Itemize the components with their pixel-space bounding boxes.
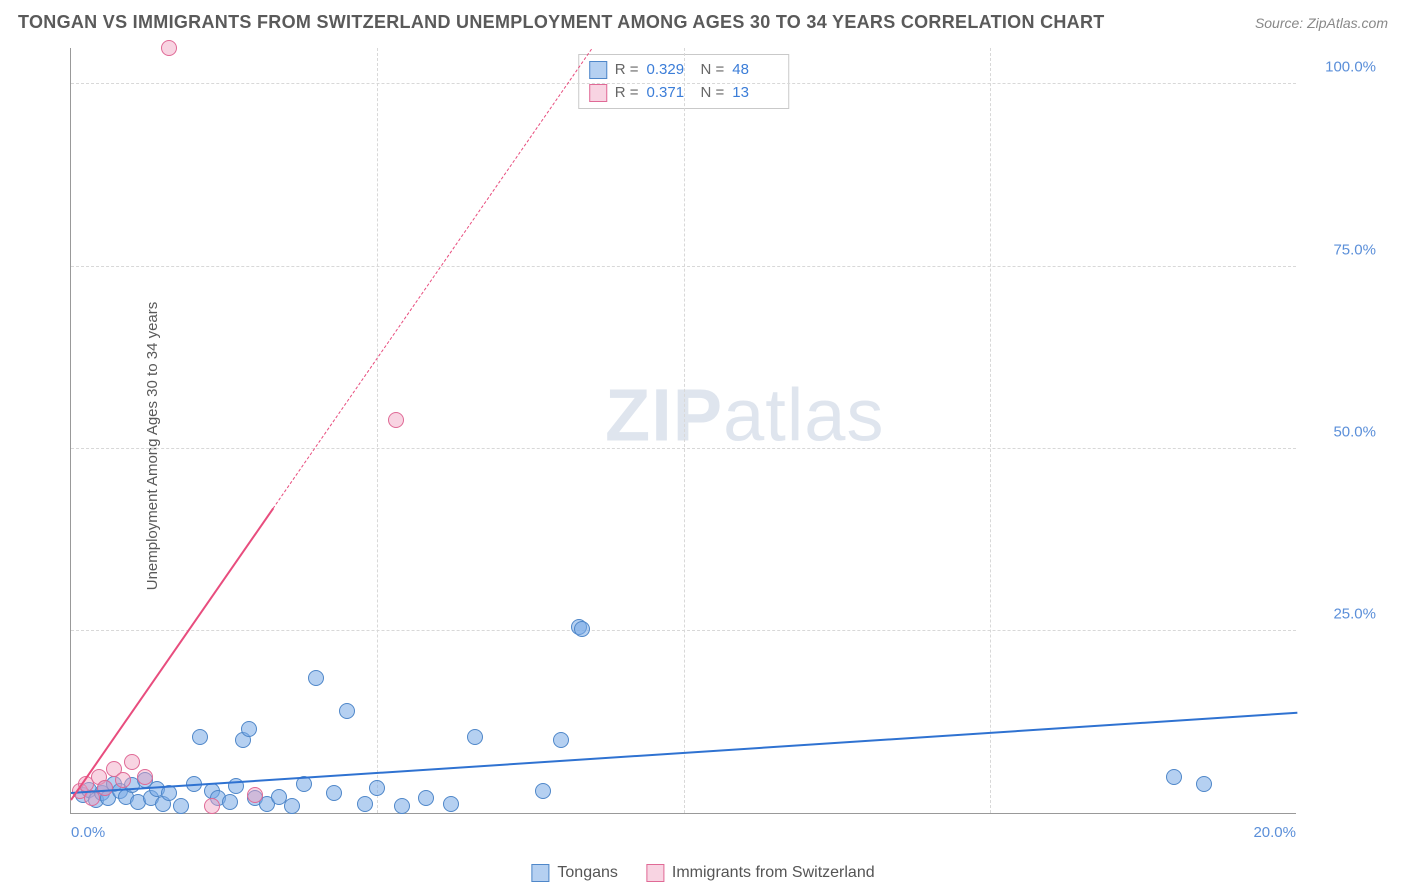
data-point [467,729,483,745]
legend-swatch [589,84,607,102]
legend-swatch [589,61,607,79]
series-legend: Tongans Immigrants from Switzerland [531,864,874,882]
data-point [97,780,113,796]
data-point [115,772,131,788]
data-point [339,703,355,719]
data-point [247,787,263,803]
trend-line [70,508,274,801]
data-point [161,40,177,56]
legend-swatch [646,864,664,882]
data-point [357,796,373,812]
source-link[interactable]: ZipAtlas.com [1307,15,1388,31]
trend-line [273,48,593,508]
scatter-plot: ZIPatlas R =0.329N =48R =0.371N =13 25.0… [70,48,1296,814]
legend-item: Immigrants from Switzerland [646,864,875,882]
data-point [553,732,569,748]
legend-swatch [531,864,549,882]
source-attribution: Source: ZipAtlas.com [1255,15,1388,31]
data-point [204,798,220,814]
data-point [1196,776,1212,792]
legend-item: Tongans [531,864,618,882]
data-point [124,754,140,770]
data-point [1166,769,1182,785]
chart-title: TONGAN VS IMMIGRANTS FROM SWITZERLAND UN… [18,12,1105,33]
data-point [443,796,459,812]
data-point [173,798,189,814]
data-point [222,794,238,810]
gridline-v [377,48,378,813]
data-point [535,783,551,799]
data-point [308,670,324,686]
x-tick-label: 0.0% [71,824,105,841]
data-point [369,780,385,796]
y-tick-label: 25.0% [1306,605,1376,622]
data-point [284,798,300,814]
data-point [137,769,153,785]
y-tick-label: 100.0% [1306,59,1376,76]
data-point [418,790,434,806]
y-tick-label: 50.0% [1306,423,1376,440]
data-point [388,412,404,428]
y-tick-label: 75.0% [1306,241,1376,258]
legend-label: Tongans [557,864,618,882]
legend-label: Immigrants from Switzerland [672,864,875,882]
data-point [574,621,590,637]
data-point [241,721,257,737]
data-point [326,785,342,801]
data-point [192,729,208,745]
gridline-v [990,48,991,813]
watermark: ZIPatlas [605,373,884,458]
x-tick-label: 20.0% [1253,824,1296,841]
gridline-v [684,48,685,813]
data-point [394,798,410,814]
